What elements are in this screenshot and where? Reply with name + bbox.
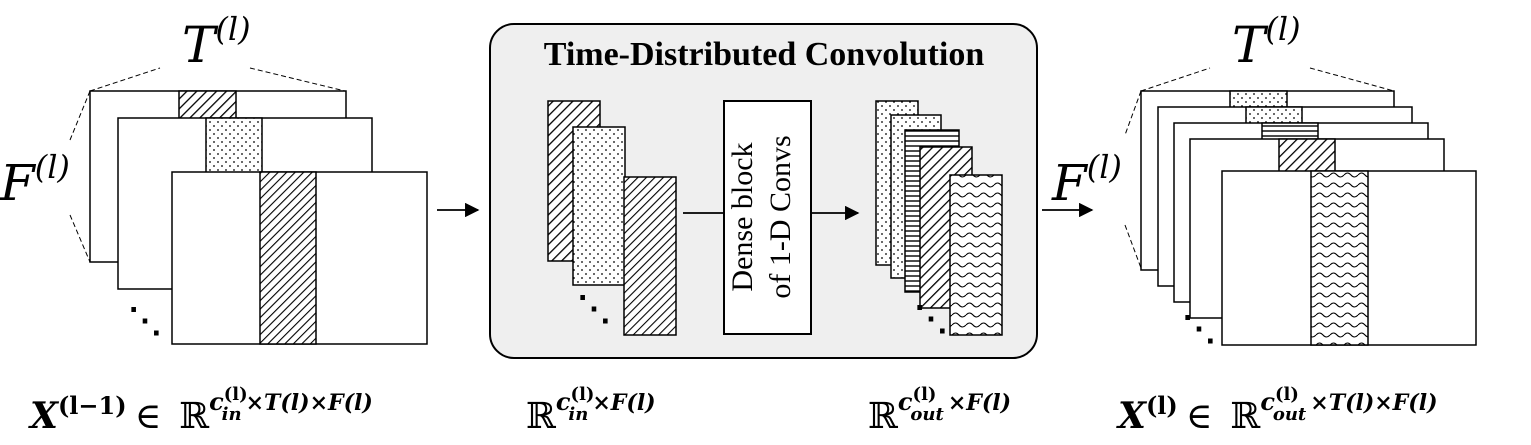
conv-input-ellipsis: ⋱ <box>577 289 611 329</box>
left-freq-label: F(l) <box>0 148 70 212</box>
conv-input-stack <box>547 100 677 336</box>
conv-output-stack <box>875 100 1003 336</box>
input-map-3 <box>171 171 428 345</box>
time-bracket <box>89 67 346 92</box>
dense-block-label: Dense block <box>726 142 759 291</box>
conv-output-ellipsis: ⋱ <box>914 299 948 339</box>
right-freq-bracket <box>1124 90 1142 269</box>
right-ellipsis: ⋱ <box>1182 309 1216 349</box>
conv-title: Time-Distributed Convolution <box>544 36 985 73</box>
right-time-bracket <box>1140 67 1395 92</box>
output-tensor-formula: X(l) ∈ ℝc(l) out ×T(l)×F(l) <box>1116 384 1437 437</box>
conv-input-formula: ℝc(l) in ×F(l) <box>526 384 656 437</box>
input-feature-stack <box>69 67 428 345</box>
output-feature-stack <box>1124 67 1477 346</box>
conv-output-formula: ℝc(l) out ×F(l) <box>868 384 1011 437</box>
right-freq-label: F(l) <box>1051 148 1122 212</box>
input-tensor-formula: X(l−1) ∈ ℝc(l) in ×T(l)×F(l) <box>28 384 373 437</box>
dense-block: Dense block of 1-D Convs <box>723 100 812 335</box>
right-time-label: T(l) <box>1232 10 1301 74</box>
dense-block-label-2: of 1-D Convs <box>764 135 797 298</box>
left-time-label: T(l) <box>182 10 251 74</box>
left-ellipsis: ⋱ <box>128 301 162 341</box>
freq-bracket <box>69 90 91 263</box>
